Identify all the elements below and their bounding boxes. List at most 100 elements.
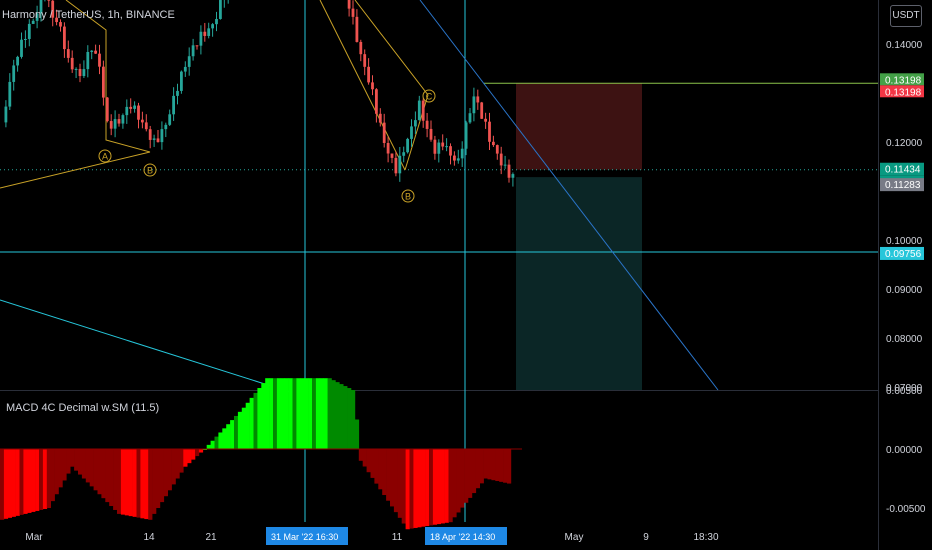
- price-tick-label: 0.09000: [886, 285, 923, 296]
- candle-body: [102, 66, 105, 98]
- macd-bar: [499, 449, 504, 482]
- candle-body: [156, 138, 160, 143]
- macd-bar: [464, 449, 469, 503]
- candle-body: [511, 174, 515, 178]
- macd-bar: [206, 444, 211, 449]
- macd-bar: [144, 449, 149, 520]
- macd-bar: [226, 424, 231, 449]
- candle-body: [476, 96, 480, 103]
- candle-body: [398, 155, 402, 174]
- symbol-header: Harmony / TetherUS, 1h, BINANCE: [2, 9, 175, 21]
- candle-body: [55, 17, 58, 23]
- macd-bar: [304, 378, 309, 449]
- candle-body: [437, 142, 441, 154]
- macd-bar: [70, 449, 75, 467]
- macd-bar: [195, 449, 200, 457]
- candle-body: [195, 45, 199, 47]
- currency-badge[interactable]: USDT: [890, 5, 922, 27]
- candle-body: [456, 158, 460, 161]
- macd-bar: [191, 449, 196, 460]
- macd-bar: [249, 397, 254, 449]
- macd-bar: [405, 449, 410, 530]
- candle-body: [414, 120, 417, 127]
- candle-body: [4, 106, 8, 123]
- macd-bar: [456, 449, 461, 513]
- macd-bar: [234, 415, 239, 449]
- candle-body: [367, 66, 370, 83]
- macd-bar: [347, 388, 352, 449]
- candle-body: [449, 146, 452, 156]
- macd-bar: [460, 449, 465, 508]
- macd-bar: [366, 449, 371, 473]
- candle-body: [347, 0, 351, 9]
- candle-body: [445, 146, 448, 148]
- time-tick-label: 9: [643, 532, 649, 543]
- candle-body: [406, 138, 409, 153]
- macd-bar: [448, 449, 453, 523]
- macd-bar: [97, 449, 102, 495]
- candle-body: [484, 118, 487, 122]
- macd-bar: [11, 449, 16, 517]
- macd-bar: [136, 449, 141, 518]
- macd-bar: [374, 449, 379, 484]
- macd-bar: [27, 449, 32, 513]
- macd-bar: [479, 449, 484, 484]
- candle-body: [109, 121, 113, 129]
- candle-body: [503, 164, 507, 166]
- price-label: 0.11434: [885, 165, 921, 176]
- macd-tick-label: -0.00500: [886, 504, 926, 515]
- wave-line-abc-1: [65, 0, 151, 153]
- lower-trend-line: [0, 299, 291, 393]
- macd-bar: [132, 449, 137, 517]
- macd-bar: [198, 449, 204, 453]
- macd-bar: [230, 420, 235, 449]
- candle-body: [390, 153, 394, 158]
- macd-bar: [241, 407, 246, 449]
- candle-body: [219, 0, 222, 19]
- time-tick-label: May: [565, 532, 584, 543]
- macd-bar: [393, 449, 399, 513]
- candle-body: [144, 122, 148, 130]
- candle-body: [433, 139, 437, 154]
- macd-bar: [487, 449, 492, 480]
- macd-bar: [300, 378, 305, 449]
- candle-body: [441, 142, 445, 147]
- candle-body: [27, 23, 31, 39]
- price-label-bg: [880, 246, 924, 260]
- macd-bar: [413, 449, 418, 528]
- macd-bar: [354, 419, 360, 449]
- macd-bar: [409, 449, 414, 529]
- candle-body: [394, 157, 398, 174]
- candle-body: [39, 0, 43, 14]
- candle-body: [355, 16, 359, 42]
- candles-group: [4, 0, 515, 187]
- candle-body: [429, 128, 433, 140]
- macd-bar: [362, 449, 367, 467]
- macd-bar: [159, 449, 165, 503]
- time-tick-label: 18:30: [693, 532, 718, 543]
- candle-body: [16, 56, 19, 66]
- candle-body: [187, 56, 191, 67]
- macd-bar: [46, 449, 51, 508]
- macd-bar: [323, 378, 328, 449]
- candle-body: [172, 95, 175, 115]
- macd-bar: [156, 449, 161, 508]
- candle-body: [66, 49, 70, 58]
- macd-bar: [148, 449, 153, 520]
- wave-line-base: [0, 151, 151, 189]
- macd-bar: [335, 382, 340, 449]
- macd-bar: [124, 449, 129, 516]
- candle-body: [63, 26, 66, 50]
- macd-bar: [471, 449, 477, 494]
- price-tick-label: 0.10000: [886, 236, 923, 247]
- candle-body: [125, 106, 129, 116]
- time-tick-label: 14: [143, 532, 155, 543]
- take-profit-zone: [516, 177, 642, 390]
- descending-trend-line: [419, 0, 719, 391]
- candle-body: [70, 57, 74, 70]
- macd-bar: [167, 449, 172, 491]
- macd-bar: [276, 378, 282, 449]
- candle-body: [31, 20, 35, 24]
- macd-bar: [327, 378, 332, 449]
